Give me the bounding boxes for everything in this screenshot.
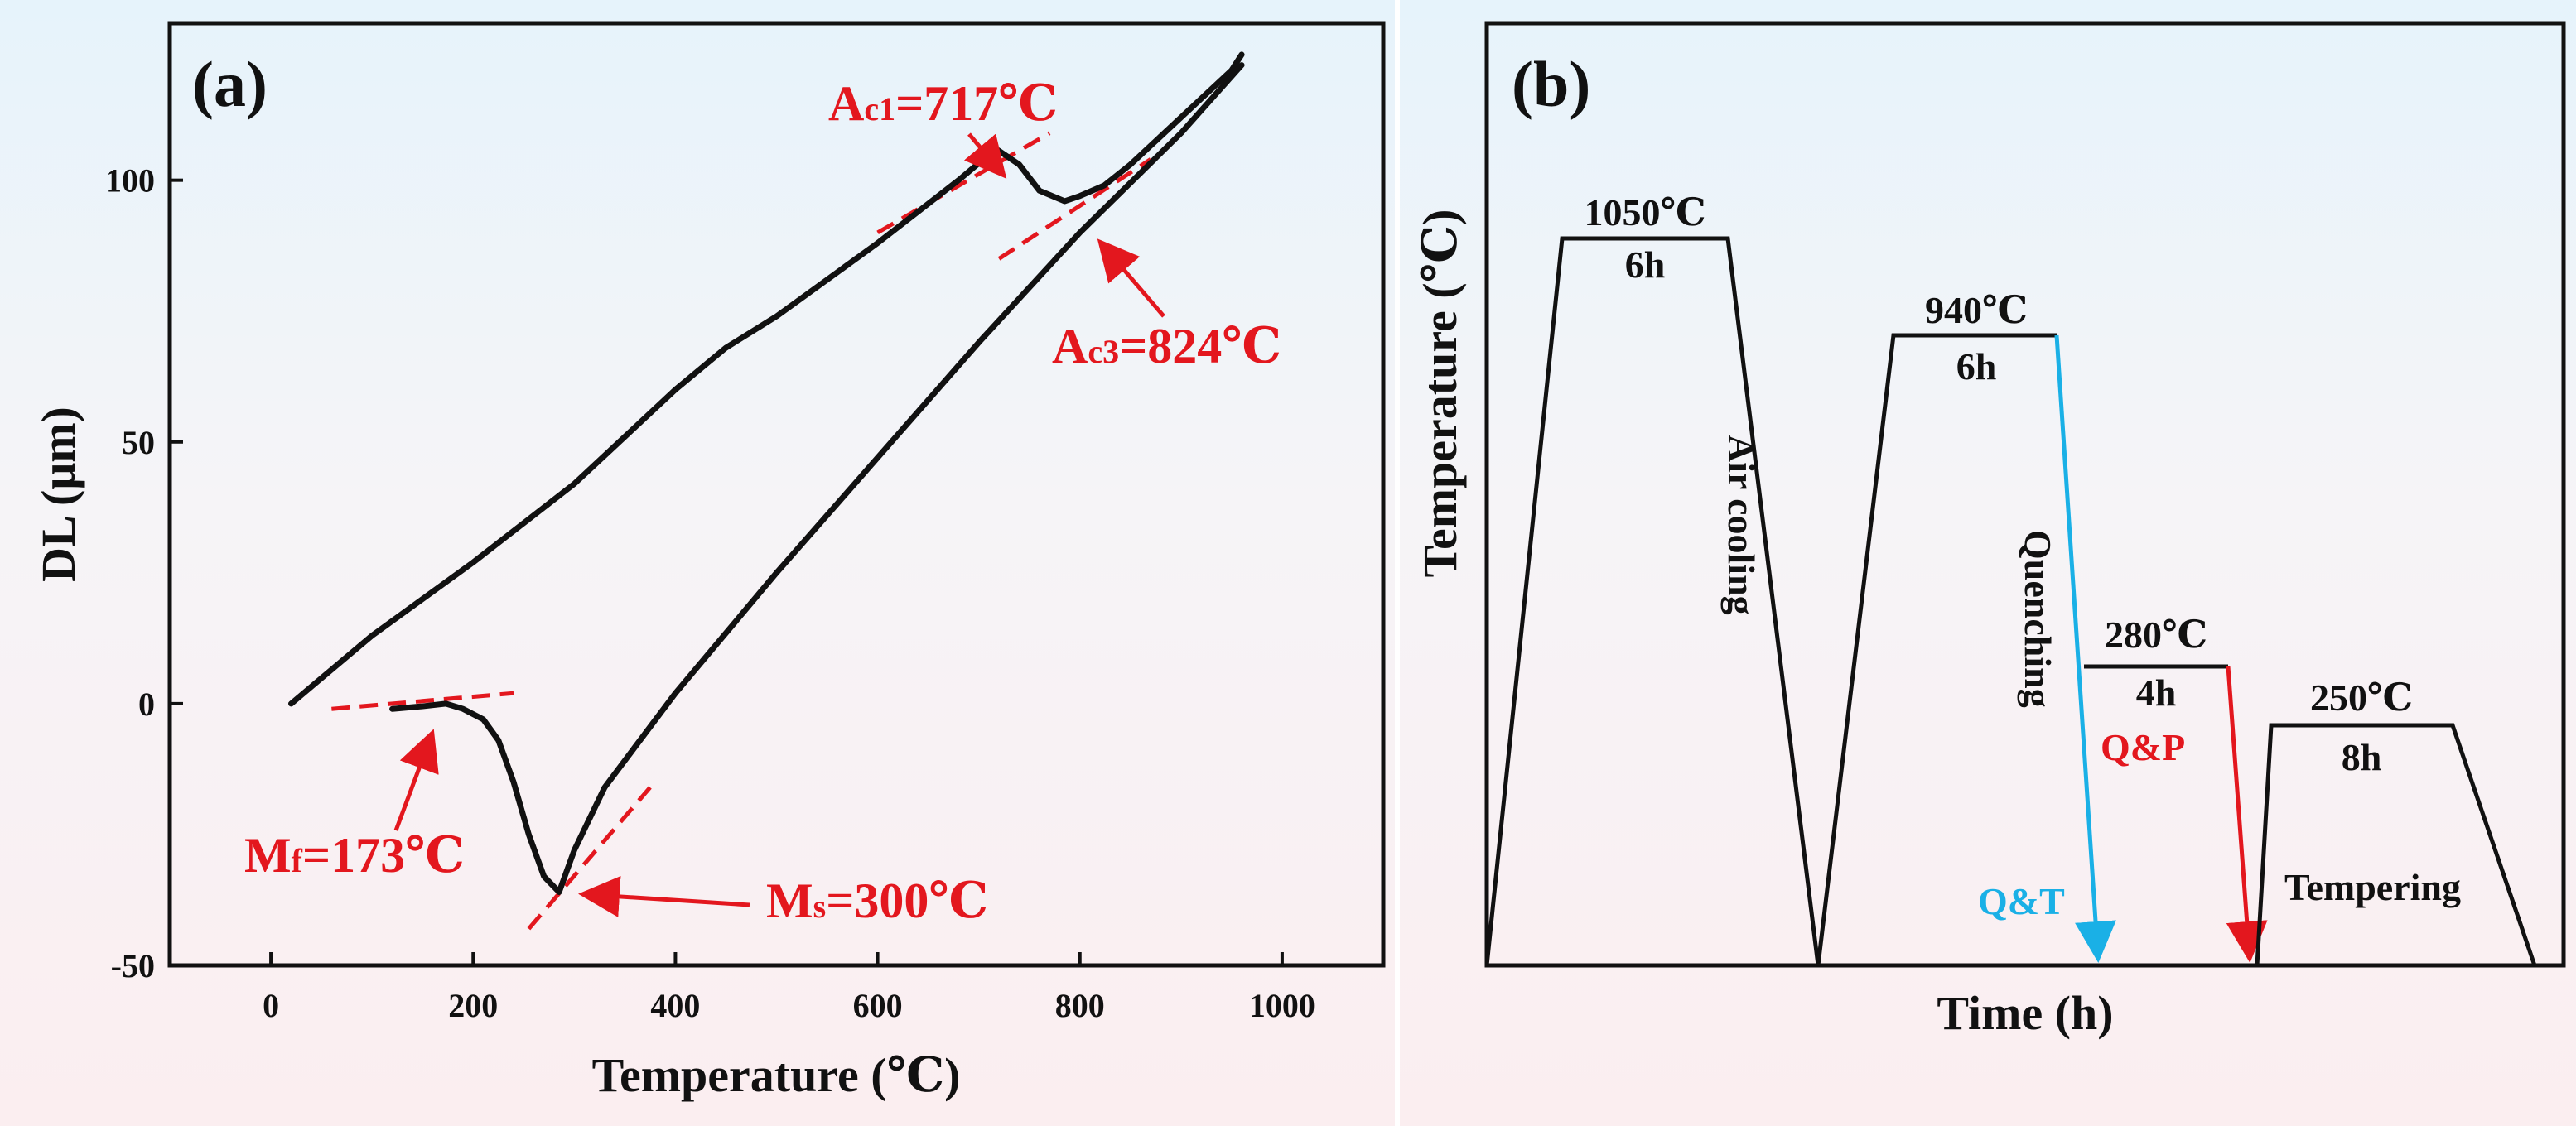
panel-label-b: (b) (1512, 48, 1590, 120)
y-tick-label: 50 (122, 424, 155, 461)
annotation-ac3: Ac3=824℃ (1052, 319, 1281, 373)
tangent-line (527, 786, 652, 931)
series-cooling (389, 62, 1245, 895)
plot-frame-b (1484, 21, 2566, 968)
annotation-mf: Mf=173℃ (244, 828, 465, 883)
x-tick-label: 400 (650, 987, 700, 1024)
x-axis-ticks: 0 200 400 600 800 1000 (263, 952, 1315, 1024)
chart-b-svg: (b) Time (h) Temperature (℃) 1050℃ 6h 94… (1413, 21, 2566, 1040)
y-axis-title: DL (μm) (31, 407, 85, 582)
x-tick-label: 0 (263, 987, 279, 1024)
label-250-time: 8h (2342, 736, 2382, 778)
tangent-line (997, 157, 1152, 261)
label-280-temp: 280℃ (2105, 614, 2207, 656)
qt-quench-line (2054, 334, 2116, 963)
profile-1050 (1484, 236, 1821, 966)
profile-250 (2255, 723, 2537, 966)
annotation-ac1: Ac1=717℃ (828, 76, 1058, 131)
qp-line (2226, 666, 2268, 963)
x-axis-title-b: Time (h) (1937, 986, 2113, 1040)
y-tick-label: 0 (138, 686, 155, 723)
label-qt: Q&T (1978, 880, 2065, 922)
label-1050-time: 6h (1625, 243, 1666, 286)
y-tick-label: -50 (111, 947, 155, 984)
label-qp: Q&P (2101, 726, 2185, 768)
panel-a: (a) 0 200 400 600 800 1000 -50 0 50 100 Temperat… (0, 0, 1400, 1126)
label-940-time: 6h (1956, 345, 1997, 387)
tangent-lines (331, 131, 1152, 931)
x-tick-label: 1000 (1249, 987, 1315, 1024)
x-axis-title: Temperature (℃) (592, 1048, 961, 1102)
label-280-time: 4h (2136, 671, 2177, 714)
y-tick-label: 100 (105, 162, 155, 200)
y-axis-ticks: -50 0 50 100 (105, 162, 183, 984)
label-250-temp: 250℃ (2310, 676, 2413, 719)
profile-940 (1816, 333, 2057, 966)
y-axis-title-b: Temperature (℃) (1413, 209, 1467, 578)
chart-a-svg: (a) 0 200 400 600 800 1000 -50 0 50 100 Temperat… (31, 21, 1386, 1102)
plot-frame-a (167, 21, 1386, 968)
label-1050-temp: 1050℃ (1584, 191, 1705, 233)
arrow-ac1 (963, 132, 1007, 179)
panel-b: (b) Time (h) Temperature (℃) 1050℃ 6h 94… (1400, 0, 2576, 1126)
x-tick-label: 200 (448, 987, 498, 1024)
x-tick-label: 600 (853, 987, 903, 1024)
tangent-line (331, 691, 514, 711)
tangent-line (876, 131, 1051, 235)
label-tempering: Tempering (2284, 866, 2461, 908)
arrow-ms (578, 875, 750, 917)
panel-label-a: (a) (192, 48, 268, 120)
x-tick-label: 800 (1055, 987, 1105, 1024)
arrow-mf (393, 729, 439, 831)
label-940-temp: 940℃ (1925, 289, 2028, 331)
label-quenching: Quenching (2017, 530, 2059, 708)
annotation-ms: Ms=300℃ (766, 873, 988, 928)
series-group (288, 51, 1245, 895)
label-air-cooling: Air cooling (1720, 435, 1763, 615)
arrow-ac3 (1097, 238, 1165, 318)
series-heating (288, 51, 1245, 707)
